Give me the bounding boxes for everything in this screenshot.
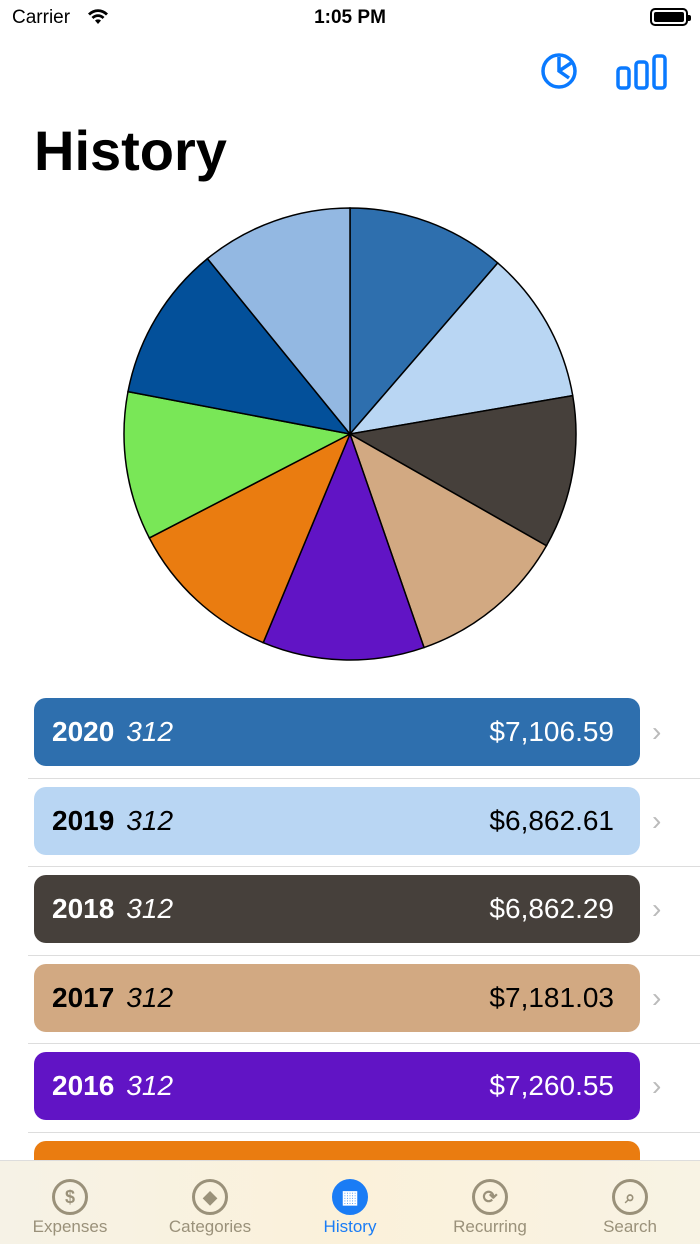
year-pill[interactable]: 2020 312 $7,106.59 xyxy=(34,698,640,766)
tab-label: Categories xyxy=(168,1217,252,1236)
wifi-icon xyxy=(88,9,108,24)
pie-slice xyxy=(123,390,353,539)
history-row[interactable]: 2018 312 $6,862.29 › xyxy=(28,867,700,956)
year-total: $6,862.61 xyxy=(489,804,614,836)
history-row[interactable]: 2017 312 $7,181.03 › xyxy=(28,956,700,1044)
chevron-right-icon: › xyxy=(652,981,662,1013)
chevron-right-icon: › xyxy=(652,1070,662,1101)
pie-chart xyxy=(123,207,577,661)
tab-history[interactable]: ▦ History xyxy=(280,1161,420,1237)
year-total: $7,106.59 xyxy=(489,716,614,747)
expense-count: 312 xyxy=(126,716,174,747)
search-icon: ⌕ xyxy=(612,1179,648,1215)
history-row[interactable]: 2020 312 $7,106.59 › xyxy=(28,690,700,779)
year-pill[interactable]: 2016 312 $7,260.55 xyxy=(34,1052,640,1120)
year-label: 2019 xyxy=(52,804,115,836)
pie-slice xyxy=(206,207,351,437)
expense-count: 312 xyxy=(126,893,174,924)
tab-expenses[interactable]: $ Expenses xyxy=(0,1161,140,1237)
pie-slice-2018 xyxy=(347,394,577,547)
chevron-right-icon: › xyxy=(652,804,662,836)
chevron-right-icon: › xyxy=(652,893,662,924)
categories-icon: ◆ xyxy=(192,1179,228,1215)
expense-count: 312 xyxy=(126,1070,174,1101)
expense-count: 312 xyxy=(126,804,174,836)
status-bar: Carrier 1:05 PM xyxy=(0,0,700,36)
year-pill[interactable]: 2017 312 $7,181.03 xyxy=(34,963,640,1032)
battery-icon xyxy=(650,8,691,26)
clock: 1:05 PM xyxy=(314,7,386,28)
tab-bar: $ Expenses ◆ Categories ▦ History ⟳ Recurring ⌕ S… xyxy=(0,1160,700,1244)
chevron-right-icon: › xyxy=(652,716,662,747)
recurring-icon: ⟳ xyxy=(472,1179,508,1215)
pie-slice-2019 xyxy=(348,261,574,436)
year-label: 2018 xyxy=(52,893,115,924)
year-pill[interactable]: 2018 312 $6,862.29 xyxy=(34,875,640,943)
year-total: $6,862.29 xyxy=(489,893,614,924)
year-pill[interactable] xyxy=(34,1140,640,1160)
history-row[interactable]: 2019 312 $6,862.61 › xyxy=(28,779,700,867)
page-title: History xyxy=(34,119,227,182)
year-label: 2020 xyxy=(52,716,115,747)
bar-chart-icon[interactable] xyxy=(616,54,668,90)
expenses-icon: $ xyxy=(52,1179,88,1215)
tab-label: Expenses xyxy=(32,1217,108,1236)
year-total: $7,181.03 xyxy=(489,981,614,1013)
carrier-label: Carrier xyxy=(12,7,71,28)
pie-slice-2017 xyxy=(348,432,548,649)
history-icon: ▦ xyxy=(332,1179,368,1215)
tab-recurring[interactable]: ⟳ Recurring xyxy=(420,1161,560,1237)
year-label: 2016 xyxy=(52,1070,115,1101)
year-pill[interactable]: 2019 312 $6,862.61 xyxy=(34,786,640,855)
tab-search[interactable]: ⌕ Search xyxy=(560,1161,700,1237)
year-total: $7,260.55 xyxy=(489,1070,614,1101)
tab-label: History xyxy=(323,1217,377,1236)
pie-chart-icon[interactable] xyxy=(540,52,578,90)
tab-categories[interactable]: ◆ Categories xyxy=(140,1161,280,1237)
pie-slice xyxy=(127,257,352,436)
pie-slice-2016 xyxy=(262,431,425,661)
history-row[interactable]: 2016 312 $7,260.55 › xyxy=(28,1044,700,1133)
expense-count: 312 xyxy=(126,981,174,1013)
tab-label: Recurring xyxy=(453,1217,527,1236)
pie-slice-2020 xyxy=(349,207,499,437)
pie-slice xyxy=(148,432,352,644)
year-label: 2017 xyxy=(52,981,115,1013)
tab-label: Search xyxy=(603,1217,657,1236)
history-list[interactable]: 2020 312 $7,106.59 › 2019 312 $6,862.61 … xyxy=(0,690,700,1160)
history-row[interactable]: › xyxy=(28,1133,700,1161)
chevron-right-icon: › xyxy=(652,1159,661,1161)
